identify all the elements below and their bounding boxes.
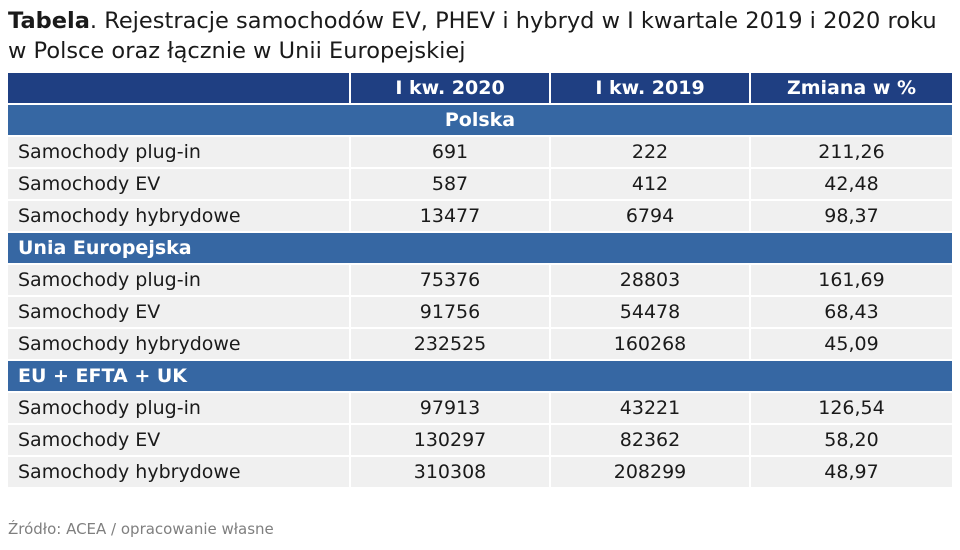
cell-q1-2019: 160268 <box>551 329 751 361</box>
table-row: Samochody plug-in 97913 43221 126,54 <box>8 393 952 425</box>
header-q1-2020: I kw. 2020 <box>351 73 551 105</box>
section-row-unia-europejska: Unia Europejska <box>8 233 952 265</box>
table-row: Samochody EV 130297 82362 58,20 <box>8 425 952 457</box>
row-label: Samochody plug-in <box>8 137 351 169</box>
table-row: Samochody plug-in 691 222 211,26 <box>8 137 952 169</box>
cell-q1-2019: 43221 <box>551 393 751 425</box>
cell-q1-2019: 28803 <box>551 265 751 297</box>
cell-q1-2019: 222 <box>551 137 751 169</box>
cell-change: 211,26 <box>751 137 952 169</box>
row-label: Samochody EV <box>8 297 351 329</box>
header-empty <box>8 73 351 105</box>
row-label: Samochody hybrydowe <box>8 329 351 361</box>
cell-q1-2019: 82362 <box>551 425 751 457</box>
source-note: Źródło: ACEA / opracowanie własne <box>8 520 274 538</box>
cell-q1-2020: 91756 <box>351 297 551 329</box>
row-label: Samochody hybrydowe <box>8 457 351 489</box>
title-lead: Tabela <box>8 8 90 34</box>
cell-change: 161,69 <box>751 265 952 297</box>
cell-change: 68,43 <box>751 297 952 329</box>
table-title: Tabela. Rejestracje samochodów EV, PHEV … <box>8 6 952 66</box>
table-row: Samochody hybrydowe 232525 160268 45,09 <box>8 329 952 361</box>
row-label: Samochody hybrydowe <box>8 201 351 233</box>
header-change: Zmiana w % <box>751 73 952 105</box>
cell-q1-2019: 412 <box>551 169 751 201</box>
section-row-polska: Polska <box>8 105 952 137</box>
cell-change: 98,37 <box>751 201 952 233</box>
cell-change: 58,20 <box>751 425 952 457</box>
cell-change: 126,54 <box>751 393 952 425</box>
table-row: Samochody EV 587 412 42,48 <box>8 169 952 201</box>
row-label: Samochody EV <box>8 425 351 457</box>
cell-q1-2020: 13477 <box>351 201 551 233</box>
cell-q1-2020: 75376 <box>351 265 551 297</box>
header-row: I kw. 2020 I kw. 2019 Zmiana w % <box>8 73 952 105</box>
cell-q1-2020: 232525 <box>351 329 551 361</box>
cell-q1-2020: 130297 <box>351 425 551 457</box>
header-q1-2019: I kw. 2019 <box>551 73 751 105</box>
cell-q1-2019: 54478 <box>551 297 751 329</box>
row-label: Samochody plug-in <box>8 265 351 297</box>
cell-change: 48,97 <box>751 457 952 489</box>
table-row: Samochody EV 91756 54478 68,43 <box>8 297 952 329</box>
section-row-eu-efta-uk: EU + EFTA + UK <box>8 361 952 393</box>
cell-q1-2020: 587 <box>351 169 551 201</box>
table-row: Samochody hybrydowe 13477 6794 98,37 <box>8 201 952 233</box>
cell-change: 45,09 <box>751 329 952 361</box>
row-label: Samochody plug-in <box>8 393 351 425</box>
cell-q1-2019: 208299 <box>551 457 751 489</box>
cell-q1-2020: 97913 <box>351 393 551 425</box>
cell-change: 42,48 <box>751 169 952 201</box>
cell-q1-2020: 310308 <box>351 457 551 489</box>
table-row: Samochody hybrydowe 310308 208299 48,97 <box>8 457 952 489</box>
cell-q1-2020: 691 <box>351 137 551 169</box>
section-label: Unia Europejska <box>8 233 952 265</box>
registrations-table: I kw. 2020 I kw. 2019 Zmiana w % Polska … <box>8 73 952 489</box>
row-label: Samochody EV <box>8 169 351 201</box>
section-label: EU + EFTA + UK <box>8 361 952 393</box>
title-text: . Rejestracje samochodów EV, PHEV i hybr… <box>8 8 937 64</box>
table-row: Samochody plug-in 75376 28803 161,69 <box>8 265 952 297</box>
section-label: Polska <box>8 105 952 137</box>
cell-q1-2019: 6794 <box>551 201 751 233</box>
